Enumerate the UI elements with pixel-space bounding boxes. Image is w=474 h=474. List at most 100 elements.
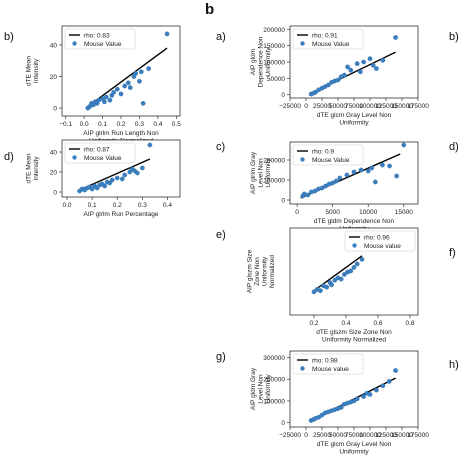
data-point <box>138 69 144 75</box>
data-point <box>338 405 344 410</box>
x-tick-label: 25000 <box>313 432 331 439</box>
data-point <box>133 71 139 76</box>
legend-marker-label: Mouse value <box>364 243 401 250</box>
x-tick-label: 0.4 <box>153 121 162 128</box>
data-point <box>107 180 113 186</box>
data-point <box>380 58 386 63</box>
data-point <box>126 80 131 86</box>
x-tick-label: 10000 <box>359 209 377 216</box>
data-point <box>329 282 334 288</box>
data-point <box>342 72 347 78</box>
x-tick-label: 100000 <box>359 103 381 110</box>
data-point <box>351 398 357 404</box>
data-point <box>337 175 343 181</box>
y-axis-label: AIP gldm GrayLevel NonUniformity <box>250 367 272 410</box>
x-tick-label: 125000 <box>375 103 397 110</box>
data-point <box>345 64 350 70</box>
data-point <box>342 272 347 277</box>
data-point <box>372 179 378 185</box>
data-point <box>102 183 108 189</box>
x-tick-label: 150000 <box>391 103 413 110</box>
data-point <box>122 83 128 89</box>
data-point <box>365 168 371 174</box>
x-tick-label: 0.1 <box>98 121 107 128</box>
x-axis-label: dTE glszm Size Zone Non Uniformity Normal… <box>316 329 392 344</box>
y-tick-label: 40 <box>50 150 58 157</box>
data-point <box>401 142 407 148</box>
data-point <box>354 261 360 267</box>
legend-marker-swatch <box>300 366 305 371</box>
x-tick-label: 0.8 <box>405 320 414 327</box>
legend-marker-swatch <box>352 243 357 248</box>
data-point <box>118 91 124 97</box>
y-tick-label: 200000 <box>263 377 285 384</box>
y-tick-label: 50000 <box>267 76 285 83</box>
panel-letter-right: f) <box>449 247 456 259</box>
fit-line <box>79 158 151 191</box>
x-tick-label: 0.2 <box>113 202 122 209</box>
legend-marker-swatch <box>72 155 77 160</box>
y-tick-label: 20 <box>50 170 58 177</box>
x-tick-label: 0.0 <box>80 121 89 128</box>
data-point <box>369 165 375 171</box>
x-tick-label: 0.0 <box>62 202 71 209</box>
data-point <box>311 289 317 295</box>
data-point <box>348 268 354 274</box>
legend-box <box>64 142 136 164</box>
legend-marker-swatch <box>300 157 305 162</box>
legend-rho-label: rho: 0.87 <box>84 147 110 154</box>
x-tick-label: 15000 <box>395 209 413 216</box>
x-tick-label: 75000 <box>345 432 363 439</box>
x-tick-label: 0.5 <box>172 121 181 128</box>
legend-marker-label: Mouse Value <box>312 157 350 164</box>
legend-rho-label: rho: 0.91 <box>312 33 338 40</box>
legend-box <box>292 353 364 375</box>
data-point <box>140 101 146 106</box>
x-tick-label: 100000 <box>359 432 381 439</box>
y-axis-label: dTE MeanIntensity <box>26 56 41 86</box>
data-point <box>344 172 350 178</box>
data-point <box>312 188 318 194</box>
x-axis-label: dTE glcm Gray Level Non Uniformity <box>317 112 392 127</box>
x-tick-label: 0.4 <box>163 202 172 209</box>
panel-letter: g) <box>216 351 226 363</box>
legend-marker-label: Mouse Value <box>84 41 122 48</box>
legend-rho-label: rho: 0.83 <box>84 33 110 40</box>
legend-box <box>64 28 136 50</box>
y-tick-label: 0 <box>281 92 285 99</box>
data-point <box>332 277 338 283</box>
data-point <box>127 85 133 90</box>
x-tick-label: 0.2 <box>309 320 318 327</box>
y-tick-label: 100000 <box>263 60 285 67</box>
data-point <box>374 66 379 71</box>
data-point <box>114 175 120 181</box>
data-point <box>333 178 339 184</box>
data-point <box>103 94 109 100</box>
legend-box <box>292 144 364 166</box>
y-axis-label: AIP glrlm GrayLevel NonUniformity <box>250 151 272 194</box>
panel-letter: d) <box>4 151 14 163</box>
data-point <box>316 414 322 420</box>
legend-marker-label: Mouse Value <box>312 41 350 48</box>
data-point <box>146 66 152 71</box>
data-point <box>370 62 376 68</box>
data-point <box>94 185 100 191</box>
data-point <box>119 176 125 182</box>
data-point <box>107 97 113 103</box>
data-point <box>139 165 145 171</box>
fit-line <box>87 47 168 108</box>
data-point <box>323 183 328 189</box>
x-tick-label: 125000 <box>375 432 397 439</box>
y-axis-label: dTE MeanIntensity <box>26 153 41 183</box>
x-axis-label: AIP glrlm Run Percentage <box>83 211 158 218</box>
data-point <box>318 288 323 293</box>
data-point <box>330 180 336 186</box>
data-point <box>319 185 325 191</box>
